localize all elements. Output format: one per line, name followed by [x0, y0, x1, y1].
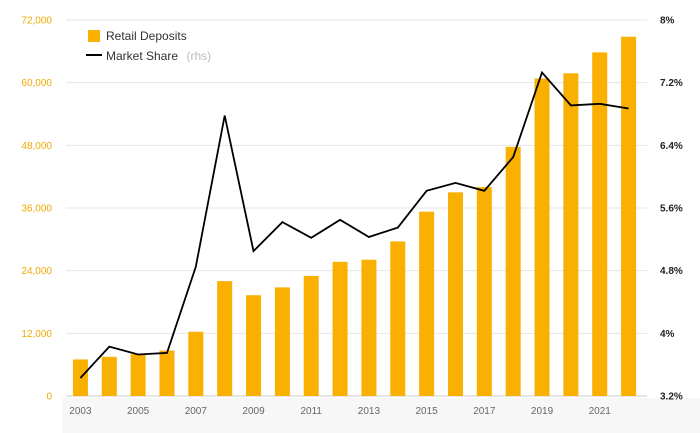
right-tick-label: 4% [660, 329, 675, 340]
x-tick-label: 2005 [127, 406, 150, 417]
market-share-line [79, 70, 629, 379]
bar [563, 73, 579, 397]
legend-swatch-retail-deposits [88, 30, 100, 42]
bar [419, 211, 435, 396]
bar [303, 275, 319, 396]
bar [592, 52, 608, 396]
right-tick-label: 7.2% [660, 78, 683, 89]
x-tick-label: 2009 [242, 406, 265, 417]
bar [159, 350, 175, 396]
left-tick-label: 24,000 [21, 266, 52, 277]
right-tick-label: 6.4% [660, 141, 683, 152]
legend-label-market-share: Market Share [106, 49, 178, 63]
right-axis: 3.2% 4% 4.8% 5.6% 6.4% 7.2% 8% [660, 16, 683, 403]
bar [246, 295, 262, 396]
x-tick-label: 2019 [531, 406, 554, 417]
x-tick-label: 2013 [358, 406, 381, 417]
bar [447, 192, 463, 396]
bar [534, 78, 550, 396]
bar [217, 281, 233, 396]
x-tick-label: 2003 [69, 406, 92, 417]
left-tick-label: 36,000 [21, 204, 52, 215]
bar [274, 287, 290, 396]
bar [130, 354, 146, 396]
x-axis: 2003 2005 2007 2009 2011 2013 2015 2017 2019 2021 [69, 406, 611, 417]
line-series-market-share [79, 70, 629, 379]
left-tick-label: 48,000 [21, 141, 52, 152]
legend: Retail Deposits Market Share (rhs) [86, 29, 211, 64]
legend-note-rhs: (rhs) [186, 49, 211, 63]
right-tick-label: 8% [660, 16, 675, 27]
x-tick-label: 2007 [185, 406, 208, 417]
svg-text:Market Share (rhs): Market Share (rhs) [106, 47, 211, 64]
left-tick-label: 72,000 [21, 16, 52, 27]
x-tick-label: 2011 [300, 406, 322, 417]
right-tick-label: 3.2% [660, 392, 683, 403]
x-tick-label: 2017 [473, 406, 496, 417]
bar-series-retail-deposits [72, 36, 637, 397]
bar [390, 241, 406, 396]
left-tick-label: 12,000 [21, 329, 52, 340]
x-axis-band [62, 398, 700, 433]
legend-label-retail-deposits: Retail Deposits [106, 29, 187, 43]
right-tick-label: 5.6% [660, 204, 683, 215]
bar [332, 261, 348, 396]
left-tick-label: 60,000 [21, 78, 52, 89]
left-tick-label: 0 [46, 392, 52, 403]
x-tick-label: 2015 [416, 406, 439, 417]
bar [188, 331, 204, 396]
bar [621, 36, 637, 396]
bar [505, 146, 521, 396]
left-axis: 0 12,000 24,000 36,000 48,000 60,000 72,000 [21, 16, 52, 403]
bar [476, 187, 492, 396]
bar [101, 356, 117, 396]
x-tick-label: 2021 [589, 406, 612, 417]
right-tick-label: 4.8% [660, 266, 683, 277]
bar [361, 259, 377, 396]
